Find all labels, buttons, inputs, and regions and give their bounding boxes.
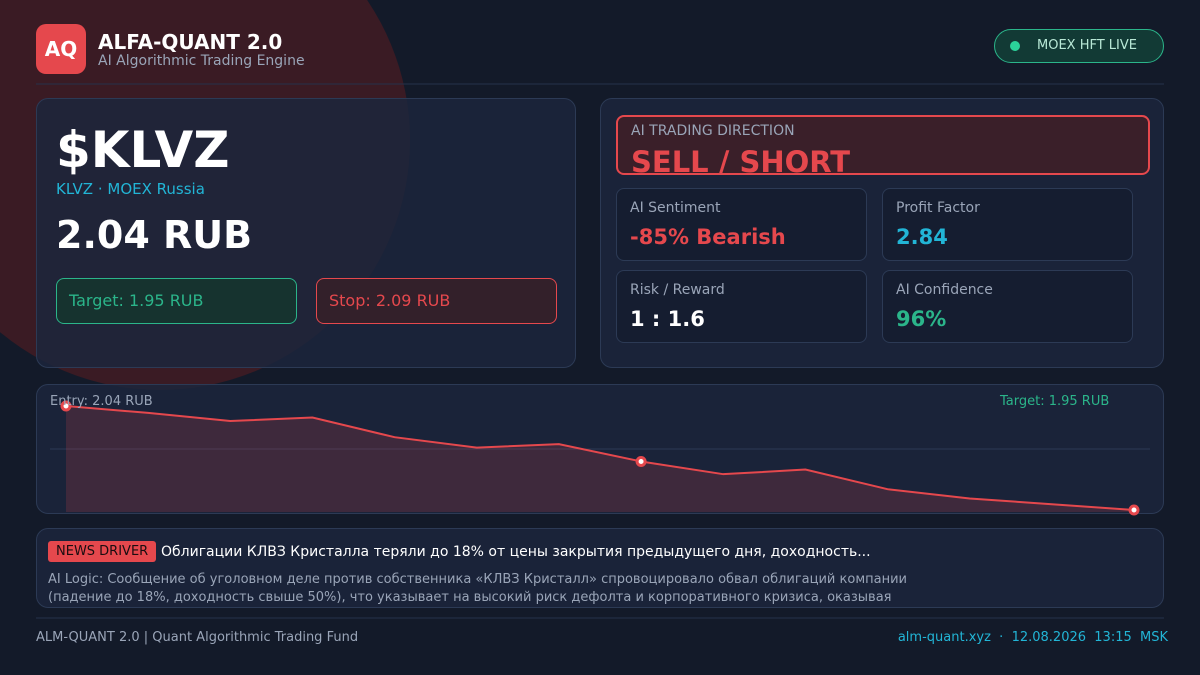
news-logic: (падение до 18%, доходность свыше 50%), …	[48, 590, 892, 605]
point	[60, 400, 72, 412]
metric-value: 2.84	[896, 225, 948, 249]
area	[66, 406, 1134, 512]
footer-right: alm-quant.xyz · 12.08.2026 13:15 MSK	[897, 630, 1168, 645]
status-text: MOEX HFT LIVE	[1037, 38, 1137, 53]
exchange: KLVZ · MOEX Russia	[56, 180, 205, 198]
target: Target: 1.95 RUB	[56, 278, 297, 324]
metric-label: AI Sentiment	[630, 200, 721, 216]
metric: AI Sentiment -85% Bearish	[616, 188, 867, 261]
footer-left: ALM-QUANT 2.0 | Quant Algorithmic Tradin…	[36, 630, 359, 645]
logo: AQ	[36, 24, 86, 74]
metric-value: 1 : 1.6	[630, 307, 705, 331]
app-subtitle: AI Algorithmic Trading Engine	[98, 53, 305, 69]
metric-label: AI Confidence	[896, 282, 993, 298]
target-label: Target: 1.95 RUB	[1000, 394, 1110, 409]
signal-card: AI TRADING DIRECTION SELL / SHORT AI Sen…	[600, 98, 1164, 368]
price: 2.04 RUB	[56, 213, 253, 257]
direction-label: AI TRADING DIRECTION	[631, 123, 795, 139]
app-title: ALFA-QUANT 2.0	[98, 30, 283, 54]
news-headline: Облигации КЛВЗ Кристалла теряли до 18% о…	[161, 544, 871, 560]
metric-label: Risk / Reward	[630, 282, 725, 298]
metric: Profit Factor 2.84	[882, 188, 1133, 261]
stop: Stop: 2.09 RUB	[316, 278, 557, 324]
metric: AI Confidence 96%	[882, 270, 1133, 343]
metric-value: 96%	[896, 307, 947, 331]
point	[635, 455, 647, 467]
line	[65, 405, 1135, 511]
symbol: $KLVZ	[56, 121, 230, 179]
status-badge: MOEX HFT LIVE	[994, 29, 1164, 63]
ticker-card: $KLVZ KLVZ · MOEX Russia 2.04 RUB Target…	[36, 98, 576, 368]
news-tag: NEWS DRIVER	[48, 541, 157, 562]
direction-box: AI TRADING DIRECTION SELL / SHORT	[616, 115, 1150, 175]
metric-value: -85% Bearish	[630, 225, 786, 249]
news-card: NEWS DRIVER Облигации КЛВЗ Кристалла тер…	[36, 528, 1164, 608]
entry-label: Entry: 2.04 RUB	[50, 394, 153, 409]
status-dot	[1010, 41, 1020, 51]
news-logic: AI Logic: Сообщение об уголовном деле пр…	[48, 572, 907, 587]
point	[1128, 504, 1140, 516]
direction-value: SELL / SHORT	[631, 145, 851, 175]
metric: Risk / Reward 1 : 1.6	[616, 270, 867, 343]
metric-label: Profit Factor	[896, 200, 980, 216]
